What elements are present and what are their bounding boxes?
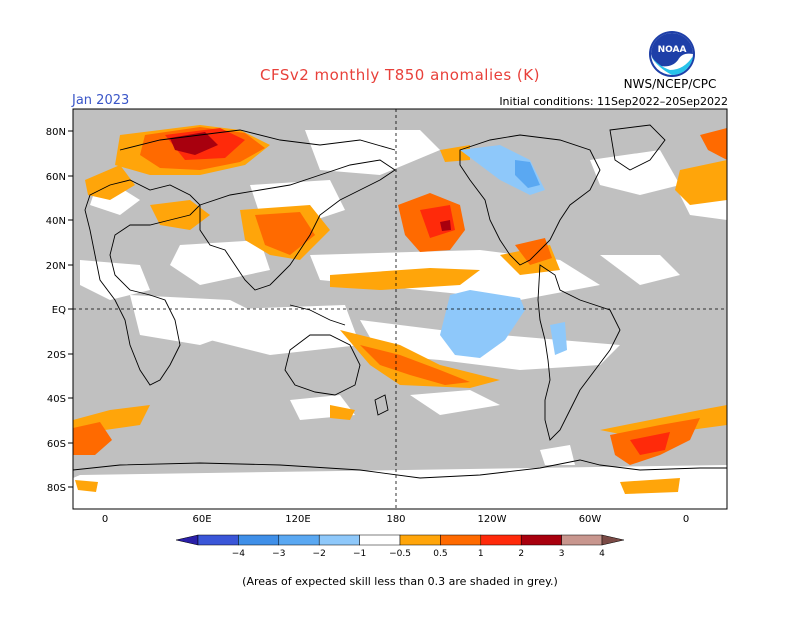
map-title: CFSv2 monthly T850 anomalies (K) — [260, 66, 540, 84]
lon-label: 0 — [683, 514, 689, 525]
colorbar-label: 4 — [599, 549, 605, 559]
agency-label: NWS/NCEP/CPC — [623, 77, 717, 91]
colorbar-label: 2 — [518, 549, 524, 559]
footnote: (Areas of expected skill less than 0.3 a… — [242, 575, 558, 588]
lon-label: 60W — [579, 514, 602, 525]
lat-label: 40S — [47, 394, 66, 405]
colorbar-swatch — [278, 534, 320, 546]
lat-label: 20N — [46, 261, 66, 272]
longitude-labels: 0 60E 120E 180 120W 60W 0 — [102, 514, 689, 525]
lon-label: 0 — [102, 514, 108, 525]
colorbar-label: −0.5 — [389, 549, 411, 559]
anomaly-3-4 — [170, 132, 451, 231]
colorbar-label: 3 — [559, 549, 565, 559]
colorbar-label: −1 — [353, 549, 366, 559]
colorbar-swatch — [520, 534, 562, 546]
forecast-period: Jan 2023 — [72, 93, 130, 108]
lat-label: 80N — [46, 127, 66, 138]
colorbar: −4 −3 −2 −1 −0.5 0.5 1 2 3 4 — [175, 534, 625, 559]
anomaly-neg-1-2 — [515, 160, 540, 188]
lon-label: 120E — [285, 514, 310, 525]
lat-label: 60S — [47, 439, 66, 450]
initial-conditions: Initial conditions: 11Sep2022–20Sep2022 — [499, 95, 728, 108]
colorbar-swatch — [440, 534, 482, 546]
colorbar-swatch — [197, 534, 239, 546]
lon-label: 60E — [192, 514, 211, 525]
colorbar-low-arrow — [175, 534, 199, 546]
noaa-logo: NOAA — [649, 31, 695, 77]
colorbar-label: −2 — [313, 549, 326, 559]
lon-label: 180 — [386, 514, 405, 525]
colorbar-swatch — [318, 534, 360, 546]
map-layers — [73, 109, 727, 509]
colorbar-label: −3 — [272, 549, 285, 559]
lat-label: EQ — [52, 305, 66, 316]
lat-label: 60N — [46, 172, 66, 183]
latitude-ticks — [68, 130, 73, 488]
colorbar-swatch — [238, 534, 280, 546]
colorbar-high-arrow — [601, 534, 625, 546]
latitude-labels: 80N 60N 40N 20N EQ 20S 40S 60S 80S — [46, 127, 66, 494]
lat-label: 40N — [46, 216, 66, 227]
lon-label: 120W — [478, 514, 507, 525]
colorbar-swatch — [399, 534, 441, 546]
colorbar-swatch — [561, 534, 603, 546]
lat-label: 80S — [47, 483, 66, 494]
coastlines — [73, 124, 727, 479]
lat-label: 20S — [47, 350, 66, 361]
colorbar-label: −4 — [232, 549, 246, 559]
logo-text: NOAA — [658, 45, 687, 55]
colorbar-label: 0.5 — [433, 549, 447, 559]
colorbar-swatch — [480, 534, 522, 546]
colorbar-swatch — [359, 534, 401, 546]
colorbar-label: 1 — [478, 549, 484, 559]
